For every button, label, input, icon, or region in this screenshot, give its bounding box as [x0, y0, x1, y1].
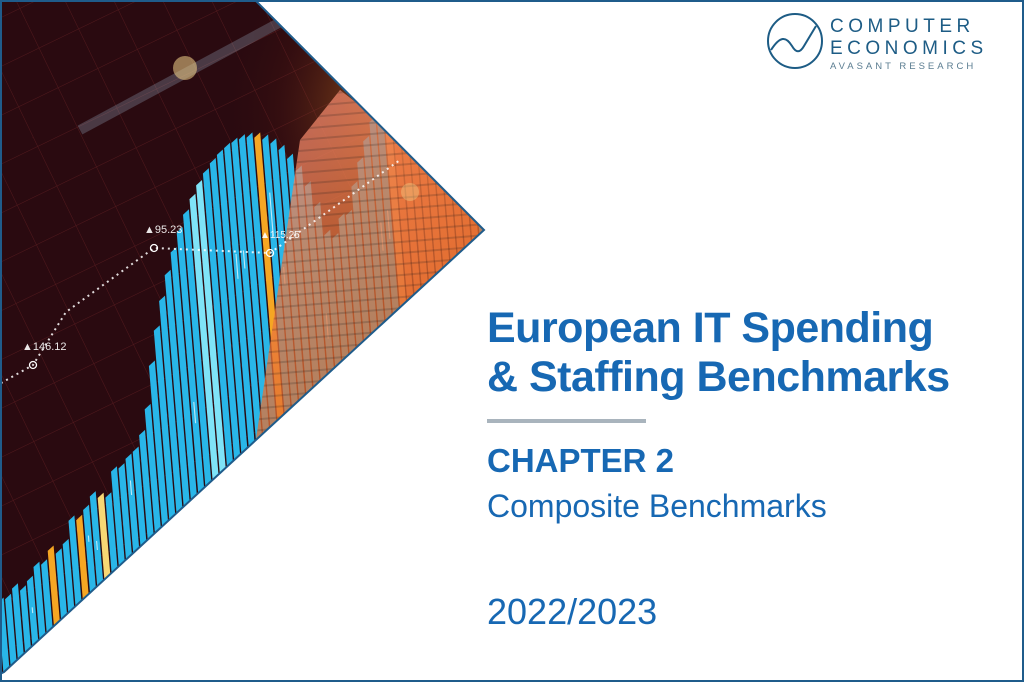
svg-text:▲146.12: ▲146.12	[22, 341, 67, 353]
svg-text:AVASANT RESEARCH: AVASANT RESEARCH	[830, 61, 976, 72]
svg-text:ECONOMICS: ECONOMICS	[830, 38, 988, 59]
svg-text:▲95.23: ▲95.23	[144, 224, 182, 236]
svg-text:▲115.25: ▲115.25	[260, 230, 300, 241]
svg-text:COMPUTER: COMPUTER	[830, 16, 975, 37]
